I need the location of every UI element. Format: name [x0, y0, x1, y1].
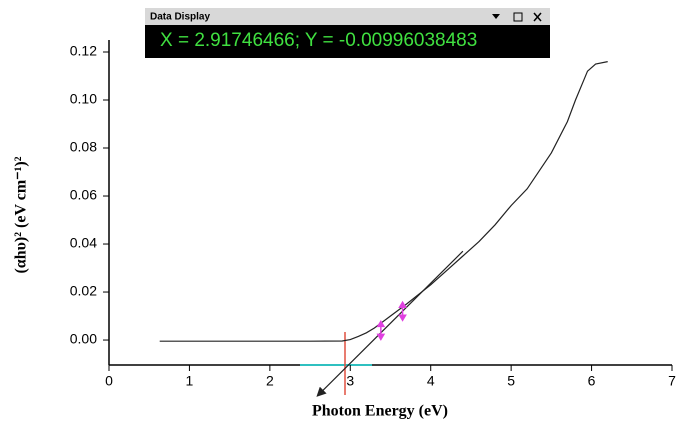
x-tick-label: 6 [588, 373, 596, 389]
y-tick-label: 0.06 [70, 187, 97, 203]
y-tick-label: 0.02 [70, 283, 97, 299]
y-tick-label: 0.08 [70, 139, 97, 155]
y-tick-label: 0.12 [70, 43, 97, 59]
fit-line [316, 250, 464, 397]
x-tick-label: 5 [507, 373, 515, 389]
x-axis-title: Photon Energy (eV) [312, 403, 448, 420]
y-axis-title: (αhυ)² (eV cm⁻¹)² [13, 156, 30, 273]
maximize-button[interactable] [513, 12, 523, 22]
menu-button[interactable] [492, 14, 500, 19]
window-titlebar [145, 8, 550, 25]
x-tick-label: 0 [105, 373, 113, 389]
window-title: Data Display [150, 12, 210, 23]
x-tick-label: 7 [668, 373, 676, 389]
x-tick-label: 4 [427, 373, 435, 389]
x-tick-label: 1 [186, 373, 194, 389]
close-button[interactable] [533, 12, 542, 22]
marker [398, 300, 407, 322]
x-tick-label: 3 [346, 373, 354, 389]
readout: X = 2.91746466; Y = -0.00996038483 [160, 30, 477, 51]
data-display-window[interactable]: Data Display X = 2.91746466; Y = -0.0099… [145, 8, 550, 58]
marker [376, 319, 386, 341]
y-tick-label: 0.10 [70, 91, 97, 107]
y-tick-label: 0.00 [70, 331, 97, 347]
y-tick-label: 0.04 [70, 235, 97, 251]
data-line [159, 61, 608, 342]
x-tick-label: 2 [266, 373, 274, 389]
